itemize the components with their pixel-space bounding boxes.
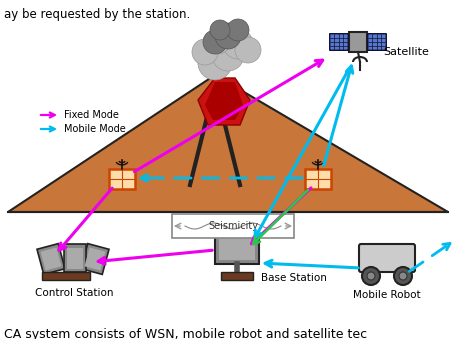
Text: Satellite: Satellite (383, 47, 429, 57)
Text: Fixed Mode: Fixed Mode (64, 110, 119, 120)
Circle shape (192, 39, 218, 65)
FancyBboxPatch shape (359, 244, 415, 272)
Polygon shape (40, 247, 62, 271)
Polygon shape (37, 244, 65, 274)
Circle shape (215, 23, 241, 49)
Text: ay be requested by the station.: ay be requested by the station. (4, 8, 190, 21)
Circle shape (394, 267, 412, 285)
Polygon shape (205, 82, 243, 120)
Circle shape (362, 267, 380, 285)
Circle shape (210, 20, 230, 40)
FancyBboxPatch shape (221, 272, 253, 280)
Text: Seismicity: Seismicity (208, 221, 258, 231)
Polygon shape (198, 78, 250, 125)
Circle shape (206, 30, 230, 54)
Text: Control Station: Control Station (35, 288, 113, 298)
Text: Mobile Robot: Mobile Robot (353, 290, 421, 300)
Circle shape (198, 46, 232, 80)
FancyBboxPatch shape (330, 34, 348, 50)
Polygon shape (84, 247, 106, 271)
Polygon shape (64, 244, 86, 272)
FancyBboxPatch shape (172, 214, 294, 238)
FancyBboxPatch shape (219, 238, 255, 260)
Circle shape (203, 30, 227, 54)
Text: Mobile Mode: Mobile Mode (64, 124, 126, 134)
Polygon shape (81, 244, 109, 274)
Text: Base Station: Base Station (261, 273, 327, 283)
Polygon shape (8, 75, 448, 212)
FancyBboxPatch shape (215, 234, 259, 264)
Circle shape (235, 37, 261, 63)
Polygon shape (67, 247, 83, 268)
FancyBboxPatch shape (42, 272, 90, 280)
Text: CA system consists of WSN, mobile robot and satellite tec: CA system consists of WSN, mobile robot … (4, 328, 367, 339)
Circle shape (367, 272, 375, 280)
Circle shape (227, 19, 249, 41)
Circle shape (212, 39, 244, 71)
FancyBboxPatch shape (305, 169, 331, 189)
FancyBboxPatch shape (368, 34, 386, 50)
FancyBboxPatch shape (109, 169, 135, 189)
Circle shape (399, 272, 407, 280)
FancyBboxPatch shape (349, 32, 367, 52)
Circle shape (223, 29, 253, 59)
